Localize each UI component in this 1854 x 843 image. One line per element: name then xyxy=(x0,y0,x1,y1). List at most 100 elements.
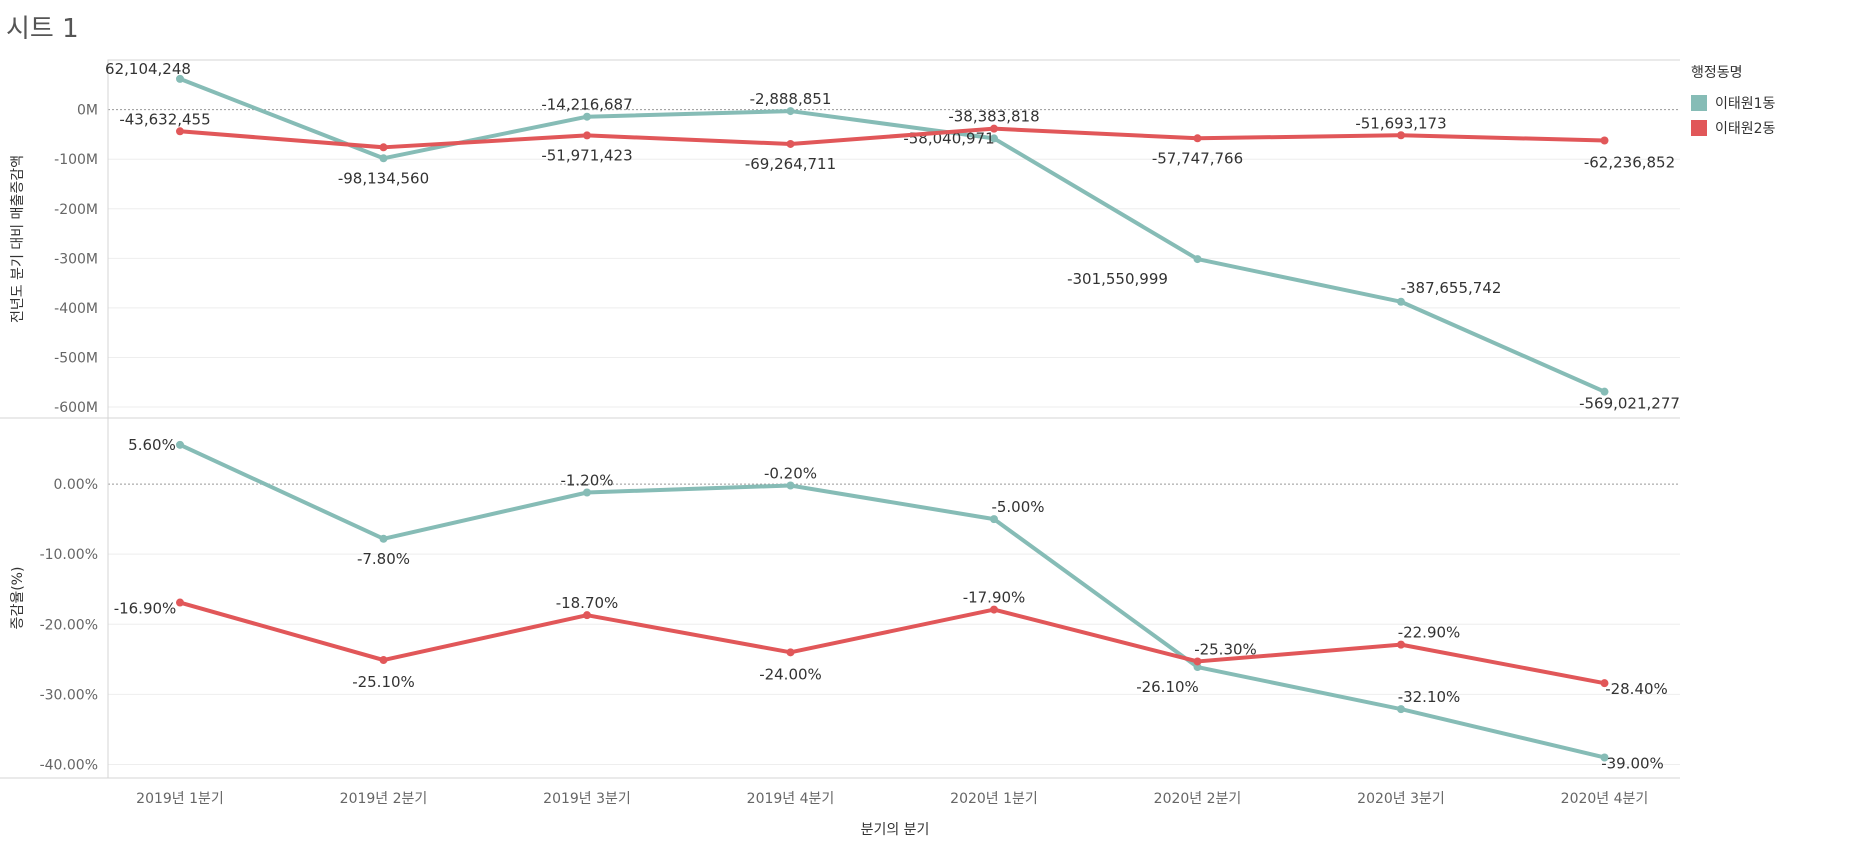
legend-item-ita2[interactable]: 이태원2동 xyxy=(1691,115,1775,140)
data-point-이태원2동 xyxy=(583,611,591,620)
data-label: -14,216,687 xyxy=(541,96,632,114)
data-point-이태원2동 xyxy=(379,143,388,152)
y-tick-label: -40.00% xyxy=(40,757,98,773)
series-line-이태원1동 xyxy=(179,443,1605,760)
y-tick-label: -200M xyxy=(54,202,98,218)
data-point-이태원2동 xyxy=(176,598,184,607)
data-point-이태원1동 xyxy=(1397,705,1405,714)
y-tick-label: -600M xyxy=(54,400,98,416)
data-point-이태원1동 xyxy=(990,515,998,524)
data-label: -51,693,173 xyxy=(1355,114,1446,132)
data-point-이태원2동 xyxy=(1193,134,1202,143)
legend-item-ita1[interactable]: 이태원1동 xyxy=(1691,90,1775,115)
data-label: -7.80% xyxy=(357,550,410,568)
data-point-이태원2동 xyxy=(990,605,998,614)
data-label: -5.00% xyxy=(991,498,1044,516)
data-label: -32.10% xyxy=(1398,688,1461,706)
line-chart: 0M -100M -200M -300M -400M -500M -600M 전년도 분기 대… xyxy=(0,59,1680,838)
data-point-이태원1동 xyxy=(379,154,388,163)
x-tick-label: 2020년 3분기 xyxy=(1357,791,1445,807)
data-point-이태원2동 xyxy=(1397,640,1405,649)
y-tick-label: 0M xyxy=(77,103,98,119)
y-axis-label: 전년도 분기 대비 매출증감액 xyxy=(10,155,26,323)
legend-title: 행정동명 xyxy=(1691,65,1743,81)
data-point-이태원1동 xyxy=(176,440,184,449)
data-point-이태원1동 xyxy=(583,112,591,121)
data-label: -22.90% xyxy=(1398,624,1461,642)
x-tick-label: 2020년 4분기 xyxy=(1561,791,1649,807)
data-label: -17.90% xyxy=(963,589,1026,607)
data-point-이태원2동 xyxy=(1397,131,1405,140)
legend: 행정동명 이태원1동 이태원2동 xyxy=(1691,62,1775,140)
data-point-이태원1동 xyxy=(990,134,998,143)
data-point-이태원2동 xyxy=(786,648,795,657)
data-point-이태원1동 xyxy=(583,488,591,497)
y-tick-label: -400M xyxy=(54,301,98,317)
x-tick-label: 2019년 1분기 xyxy=(136,791,224,807)
data-point-이태원1동 xyxy=(1600,387,1609,396)
y-tick-label: -10.00% xyxy=(40,547,98,563)
data-label: -25.30% xyxy=(1194,640,1257,658)
data-label: -18.70% xyxy=(556,594,619,612)
data-label: -1.20% xyxy=(560,471,613,489)
x-tick-label: 2019년 3분기 xyxy=(543,791,631,807)
data-point-이태원1동 xyxy=(176,74,184,83)
data-label: -301,550,999 xyxy=(1067,270,1168,288)
x-tick-label: 2020년 1분기 xyxy=(950,791,1038,807)
series-line-이태원2동 xyxy=(179,126,1605,150)
data-point-이태원1동 xyxy=(1193,255,1202,264)
data-point-이태원2동 xyxy=(1193,657,1202,666)
data-point-이태원1동 xyxy=(1397,297,1405,306)
data-point-이태원1동 xyxy=(786,107,795,116)
data-label: -69,264,711 xyxy=(745,155,836,173)
y-tick-label: -300M xyxy=(54,251,98,267)
legend-label-ita2: 이태원2동 xyxy=(1715,120,1776,137)
data-label: -62,236,852 xyxy=(1584,153,1675,171)
panel-frame xyxy=(107,417,1680,779)
y-axis-label: 증감율(%) xyxy=(10,567,26,630)
x-tick-label: 2019년 2분기 xyxy=(340,791,428,807)
data-point-이태원2동 xyxy=(990,124,998,133)
data-label: -39.00% xyxy=(1601,754,1664,772)
data-label: -38,383,818 xyxy=(948,108,1039,126)
series-line-이태원2동 xyxy=(179,600,1605,686)
data-label: -98,134,560 xyxy=(338,169,429,187)
data-point-이태원2동 xyxy=(583,131,591,140)
y-tick-label: -30.00% xyxy=(40,687,98,703)
data-label: -57,747,766 xyxy=(1152,149,1243,167)
data-point-이태원2동 xyxy=(786,139,795,148)
sheet-title: 시트 1 xyxy=(6,14,79,44)
legend-label-ita1: 이태원1동 xyxy=(1715,95,1776,112)
data-point-이태원1동 xyxy=(379,534,388,543)
data-point-이태원1동 xyxy=(1600,753,1609,762)
data-label: -387,655,742 xyxy=(1401,279,1502,297)
data-label: -25.10% xyxy=(352,673,415,691)
legend-swatch-ita1 xyxy=(1691,94,1707,111)
data-label: -43,632,455 xyxy=(119,110,210,128)
legend-swatch-ita2 xyxy=(1691,119,1707,136)
data-label: -24.00% xyxy=(759,665,822,683)
data-label: -569,021,277 xyxy=(1579,395,1680,413)
data-label: 5.60% xyxy=(128,436,176,454)
x-axis-label: 분기의 분기 xyxy=(861,822,930,838)
x-tick-label: 2019년 4분기 xyxy=(747,791,835,807)
y-tick-label: -500M xyxy=(54,350,98,366)
data-label: -51,971,423 xyxy=(541,146,632,164)
y-tick-label: -100M xyxy=(54,152,98,168)
data-label: -28.40% xyxy=(1605,680,1668,698)
data-point-이태원2동 xyxy=(1600,679,1609,688)
data-point-이태원1동 xyxy=(1193,663,1202,672)
data-point-이태원2동 xyxy=(1600,136,1609,145)
data-label: -2,888,851 xyxy=(750,90,832,108)
series-line-이태원1동 xyxy=(179,77,1606,394)
data-point-이태원2동 xyxy=(176,127,184,136)
data-label: -16.90% xyxy=(114,600,177,618)
x-tick-label: 2020년 2분기 xyxy=(1154,791,1242,807)
data-point-이태원2동 xyxy=(379,656,388,665)
data-label: 62,104,248 xyxy=(105,60,191,78)
data-label: -0.20% xyxy=(764,464,817,482)
data-label: -26.10% xyxy=(1136,678,1199,696)
data-point-이태원1동 xyxy=(786,481,795,490)
y-tick-label: -20.00% xyxy=(40,617,98,633)
y-tick-label: 0.00% xyxy=(54,477,98,493)
